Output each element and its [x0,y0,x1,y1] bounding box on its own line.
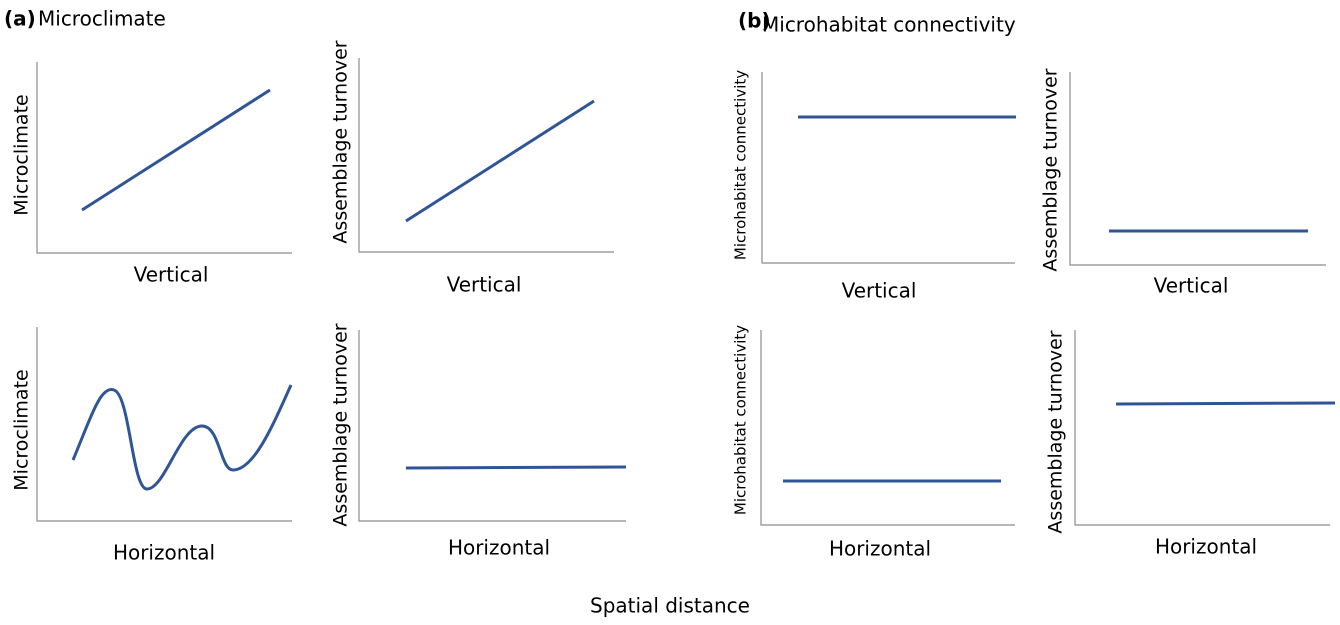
axes [761,72,1015,264]
axes [36,62,292,254]
panel-title: Microhabitat connectivity [762,13,1016,37]
trend-line [405,99,595,223]
trend-line [1115,401,1336,406]
panel-title: Microclimate [38,7,166,31]
y-label: Microclimate [11,94,33,215]
x-label: Horizontal [448,536,550,560]
x-label: Horizontal [113,541,215,565]
y-label: Assemblage turnover [330,323,352,526]
axes [1074,330,1330,526]
x-label: Horizontal [829,537,931,561]
y-label: Microhabitat connectivity [732,325,750,515]
x-label: Vertical [842,279,917,303]
y-label: Assemblage turnover [1040,68,1062,271]
axes [1069,72,1326,266]
x-label: Horizontal [1155,535,1257,559]
axes [760,330,1015,526]
panel-label: (b) [738,9,771,33]
x-label: Vertical [447,273,522,297]
trend-line [71,384,293,491]
trend-line [81,88,271,212]
y-label: Assemblage turnover [1045,330,1067,533]
x-label: Vertical [1154,274,1229,298]
axes [358,58,614,253]
x-axis-title: Spatial distance [590,594,750,618]
y-label: Assemblage turnover [330,40,352,243]
y-label: Microhabitat connectivity [732,70,750,260]
x-label: Vertical [134,263,209,287]
axes [36,327,292,522]
axes [358,330,626,522]
y-label: Microclimate [11,369,33,490]
panel-label: (a) [4,7,36,31]
trend-line [405,465,627,470]
